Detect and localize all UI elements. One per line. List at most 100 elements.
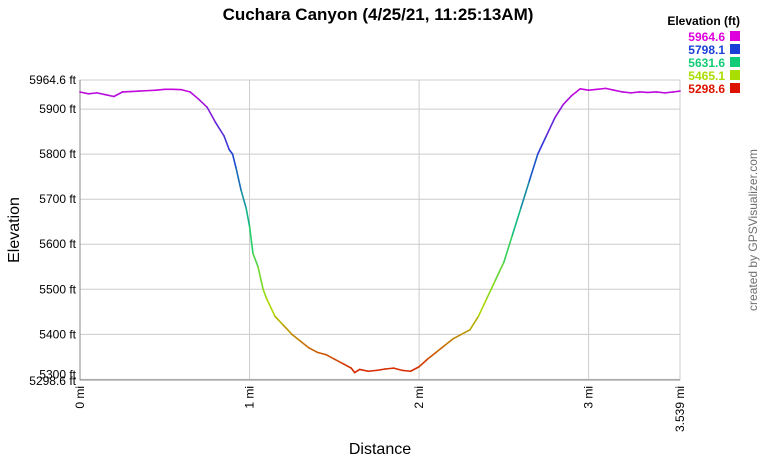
elevation-segment xyxy=(494,261,505,282)
elevation-segment xyxy=(435,344,446,354)
elevation-segment xyxy=(262,288,268,300)
elevation-segment xyxy=(486,279,497,300)
x-tick-label: 1 mi xyxy=(243,386,257,409)
y-tick-label: 5800 ft xyxy=(39,147,76,161)
elevation-segment xyxy=(672,90,681,93)
y-axis-label: Elevation xyxy=(6,197,23,263)
elevation-segment xyxy=(418,358,429,368)
elevation-segment xyxy=(104,93,115,98)
y-tick-label: 5600 ft xyxy=(39,237,76,251)
elevation-segment xyxy=(503,234,514,264)
x-tick-label: 3 mi xyxy=(582,386,596,409)
elevation-segment xyxy=(630,91,641,94)
plot-border xyxy=(79,79,681,381)
legend-entry-label: 5964.6 xyxy=(688,30,725,44)
elevation-segment xyxy=(384,367,395,370)
legend: Elevation (ft) 5964.65798.15631.65465.15… xyxy=(667,14,740,96)
credit-text: created by GPSVisualizer.com xyxy=(746,149,760,311)
x-tick-label: 3.539 mi xyxy=(673,386,687,432)
elevation-segment xyxy=(341,362,353,369)
chart-title: Cuchara Canyon (4/25/21, 11:25:13AM) xyxy=(223,5,534,24)
elevation-segment xyxy=(621,91,632,94)
x-axis-label: Distance xyxy=(349,441,411,458)
elevation-segment xyxy=(240,189,247,209)
legend-entry-label: 5465.1 xyxy=(688,69,725,83)
y-tick-label: 5900 ft xyxy=(39,102,76,116)
elevation-segment xyxy=(350,367,356,374)
legend-swatch xyxy=(730,31,740,41)
elevation-segment xyxy=(579,88,590,91)
elevation-segment xyxy=(180,88,192,93)
elevation-segment xyxy=(426,351,437,360)
legend-entry-label: 5798.1 xyxy=(688,43,725,57)
elevation-segment xyxy=(231,153,237,169)
elevation-line xyxy=(79,87,681,374)
elevation-segment xyxy=(96,92,107,96)
elevation-segment xyxy=(375,368,386,372)
elevation-segment xyxy=(443,338,454,347)
elevation-segment xyxy=(570,88,581,97)
elevation-segment xyxy=(353,368,361,374)
elevation-segment xyxy=(604,87,615,91)
elevation-segment xyxy=(452,333,463,340)
elevation-segment xyxy=(325,353,336,360)
elevation-segment xyxy=(520,180,531,209)
elevation-segment xyxy=(197,98,208,109)
elevation-segment xyxy=(333,358,344,365)
elevation-segment xyxy=(664,91,675,94)
elevation-segment xyxy=(248,225,254,255)
elevation-segment xyxy=(291,333,302,342)
elevation-segment xyxy=(265,297,276,318)
elevation-segment xyxy=(223,135,230,151)
elevation-segment xyxy=(596,87,607,91)
elevation-segment xyxy=(316,351,327,356)
elevation-segment xyxy=(214,121,225,137)
elevation-segment xyxy=(460,329,471,336)
elevation-segment xyxy=(358,368,370,373)
elevation-segment xyxy=(274,315,285,327)
y-tick-label: 5500 ft xyxy=(39,282,76,296)
elevation-segment xyxy=(87,92,98,95)
elevation-segment xyxy=(79,91,90,95)
elevation-segment xyxy=(282,324,293,336)
x-tick-label: 2 mi xyxy=(412,386,426,409)
grid xyxy=(79,79,681,381)
elevation-segment xyxy=(469,315,480,331)
legend-swatch xyxy=(730,70,740,80)
legend-entry-label: 5631.6 xyxy=(688,56,725,70)
elevation-segment xyxy=(367,369,378,373)
elevation-segment xyxy=(553,103,564,119)
elevation-segment xyxy=(206,106,217,124)
elevation-segment xyxy=(257,265,264,291)
elevation-segment xyxy=(252,252,259,268)
elevation-segment xyxy=(511,207,522,237)
y-tick-label: 5298.6 ft xyxy=(29,374,76,388)
y-tick-label: 5300 ft xyxy=(39,367,76,381)
elevation-segment xyxy=(401,369,412,373)
elevation-segment xyxy=(409,365,420,373)
legend-swatch xyxy=(730,57,740,67)
y-tick-label: 5400 ft xyxy=(39,327,76,341)
elevation-segment xyxy=(228,148,234,155)
elevation-segment xyxy=(189,91,200,100)
elevation-segment xyxy=(308,347,319,354)
elevation-segment xyxy=(655,91,666,94)
elevation-segment xyxy=(113,91,124,98)
elevation-segment xyxy=(536,135,548,155)
elevation-segment xyxy=(299,340,310,349)
elevation-segment xyxy=(477,297,488,318)
legend-entry-label: 5298.6 xyxy=(688,82,725,96)
elevation-segment xyxy=(392,367,403,372)
y-axis-ticks: 5964.6 ft 5900 ft 5800 ft 5700 ft 5600 ft 550… xyxy=(29,73,76,388)
legend-swatch xyxy=(730,44,740,54)
x-tick-label: 0 mi xyxy=(73,386,87,409)
y-tick-label: 5964.6 ft xyxy=(29,73,76,87)
elevation-segment xyxy=(528,153,539,182)
legend-title: Elevation (ft) xyxy=(667,14,740,28)
elevation-segment xyxy=(155,88,166,91)
elevation-segment xyxy=(545,117,556,137)
elevation-segment xyxy=(587,88,598,91)
elevation-segment xyxy=(613,89,624,93)
elevation-segment xyxy=(245,207,251,228)
